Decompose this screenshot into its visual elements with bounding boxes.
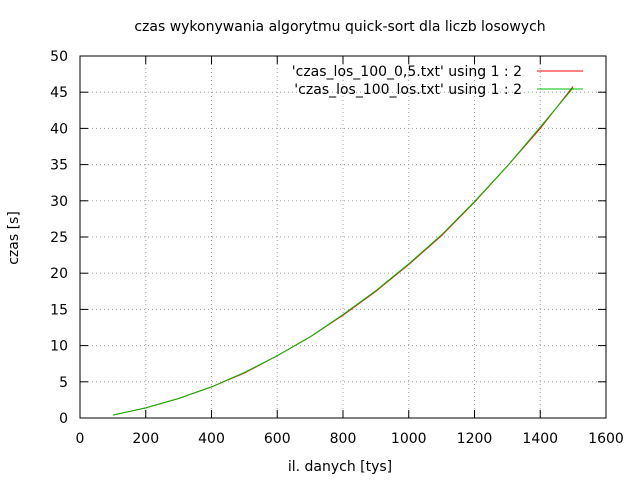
x-tick-label: 600 [264, 431, 291, 447]
y-tick-label: 10 [50, 339, 68, 355]
y-tick-label: 15 [50, 302, 68, 318]
x-tick-label: 200 [132, 431, 159, 447]
y-tick-label: 20 [50, 266, 68, 282]
x-tick-label: 400 [198, 431, 225, 447]
y-tick-label: 45 [50, 85, 68, 101]
chart-title: czas wykonywania algorytmu quick-sort dl… [134, 19, 545, 35]
x-tick-label: 800 [330, 431, 357, 447]
x-tick-label: 1200 [457, 431, 493, 447]
y-tick-label: 50 [50, 49, 68, 65]
y-tick-label: 0 [59, 411, 68, 427]
y-tick-label: 30 [50, 194, 68, 210]
legend-label: 'czas_los_100_los.txt' using 1 : 2 [294, 82, 522, 98]
series-line-1 [112, 86, 574, 416]
series-line-2 [112, 87, 574, 416]
legend: 'czas_los_100_0,5.txt' using 1 : 2 'czas_… [292, 64, 583, 98]
y-axis-label: czas [s] [6, 211, 22, 265]
series-lines [112, 86, 574, 416]
x-tick-label: 0 [76, 431, 85, 447]
y-tick-label: 5 [59, 375, 68, 391]
x-tick-label: 1400 [522, 431, 558, 447]
x-axis-label: il. danych [tys] [288, 459, 392, 475]
grid [80, 56, 606, 418]
x-tick-label: 1600 [588, 431, 624, 447]
y-tick-label: 35 [50, 158, 68, 174]
legend-label: 'czas_los_100_0,5.txt' using 1 : 2 [292, 64, 522, 80]
y-tick-label: 40 [50, 121, 68, 137]
x-tick-label: 1000 [391, 431, 427, 447]
y-tick-label: 25 [50, 230, 68, 246]
axis-ticks: 0 5 10 15 20 25 30 35 40 45 50 0 200 400 600 800 1000 120… [50, 49, 624, 447]
